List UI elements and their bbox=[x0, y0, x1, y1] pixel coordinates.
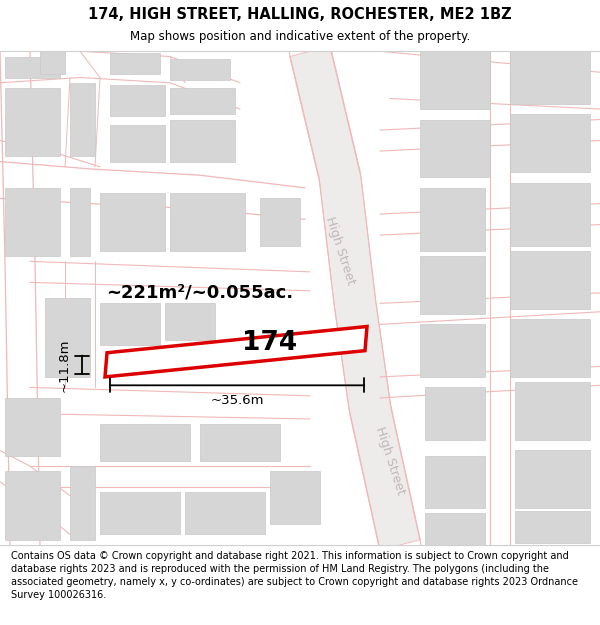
Bar bbox=[170, 88, 235, 114]
Bar bbox=[110, 125, 165, 161]
Bar bbox=[270, 471, 320, 524]
Bar bbox=[110, 53, 160, 74]
Bar bbox=[40, 51, 65, 74]
Polygon shape bbox=[105, 326, 367, 377]
Bar bbox=[70, 466, 95, 540]
Text: 174, HIGH STREET, HALLING, ROCHESTER, ME2 1BZ: 174, HIGH STREET, HALLING, ROCHESTER, ME… bbox=[88, 7, 512, 22]
Bar bbox=[260, 198, 300, 246]
Bar bbox=[5, 56, 60, 78]
Text: ~221m²/~0.055ac.: ~221m²/~0.055ac. bbox=[106, 284, 293, 302]
Text: ~35.6m: ~35.6m bbox=[210, 394, 264, 406]
Text: High Street: High Street bbox=[373, 425, 407, 497]
Text: High Street: High Street bbox=[323, 215, 357, 287]
Bar bbox=[70, 82, 95, 156]
Bar bbox=[420, 256, 485, 314]
Bar bbox=[510, 319, 590, 377]
Bar bbox=[45, 298, 90, 377]
Text: Contains OS data © Crown copyright and database right 2021. This information is : Contains OS data © Crown copyright and d… bbox=[11, 551, 578, 600]
Bar bbox=[420, 324, 485, 377]
Bar bbox=[425, 388, 485, 440]
Bar bbox=[70, 188, 90, 256]
Bar bbox=[5, 471, 60, 540]
Bar bbox=[420, 51, 490, 109]
Bar bbox=[420, 188, 485, 251]
Bar bbox=[515, 382, 590, 440]
Bar bbox=[510, 51, 590, 104]
Bar bbox=[185, 492, 265, 534]
Bar bbox=[510, 251, 590, 309]
Bar bbox=[110, 85, 165, 116]
Bar bbox=[425, 456, 485, 508]
Bar bbox=[515, 451, 590, 508]
Bar bbox=[510, 114, 590, 172]
Bar bbox=[100, 424, 190, 461]
Polygon shape bbox=[290, 46, 421, 551]
Bar bbox=[200, 424, 280, 461]
Bar bbox=[170, 193, 245, 251]
Bar bbox=[425, 514, 485, 545]
Bar bbox=[515, 511, 590, 543]
Bar bbox=[420, 119, 490, 178]
Text: 174: 174 bbox=[242, 330, 298, 356]
Bar bbox=[165, 303, 215, 340]
Bar bbox=[510, 182, 590, 246]
Bar bbox=[100, 303, 160, 346]
Bar bbox=[5, 398, 60, 456]
Bar bbox=[100, 193, 165, 251]
Text: Map shows position and indicative extent of the property.: Map shows position and indicative extent… bbox=[130, 31, 470, 43]
Bar bbox=[100, 492, 180, 534]
Bar bbox=[170, 59, 230, 79]
Bar bbox=[5, 88, 60, 156]
Bar bbox=[170, 119, 235, 161]
Text: ~11.8m: ~11.8m bbox=[58, 338, 71, 392]
Bar bbox=[5, 188, 60, 256]
